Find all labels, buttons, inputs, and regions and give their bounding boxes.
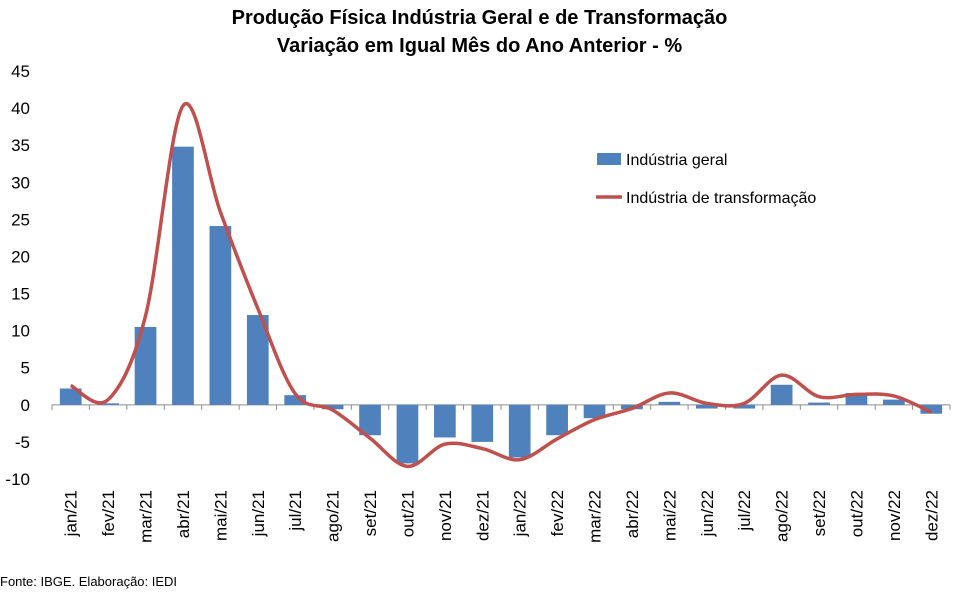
bar-industria-geral <box>172 146 194 405</box>
bar-industria-geral <box>396 404 419 464</box>
chart-title: Produção Física Indústria Geral e de Tra… <box>231 7 728 29</box>
x-tick-label: mar/21 <box>137 490 156 543</box>
x-tick-label: ago/21 <box>324 490 343 542</box>
y-tick-label: 10 <box>11 322 30 341</box>
bar-industria-geral <box>658 401 681 405</box>
x-tick-label: mai/22 <box>660 490 679 541</box>
bar-industria-geral <box>59 388 82 405</box>
x-tick-label: jul/21 <box>286 490 305 532</box>
x-tick-label: abr/22 <box>623 490 642 538</box>
legend-swatch-industria-geral <box>597 153 621 165</box>
bar-industria-geral <box>321 404 344 410</box>
bar-industria-geral <box>920 404 943 414</box>
y-tick-label: 25 <box>11 210 30 229</box>
bar-industria-geral <box>434 404 456 438</box>
bar-industria-geral <box>97 403 119 405</box>
y-tick-label: 35 <box>11 136 30 155</box>
x-tick-label: nov/22 <box>885 490 904 541</box>
bar-industria-geral <box>359 404 381 436</box>
x-tick-label: ago/22 <box>773 490 792 542</box>
x-tick-label: set/22 <box>810 490 829 536</box>
y-tick-label: 0 <box>21 396 30 415</box>
y-tick-label: 20 <box>11 247 30 266</box>
x-tick-label: fev/21 <box>99 490 118 536</box>
legend-label-industria-geral: Indústria geral <box>626 152 727 169</box>
x-tick-label: fev/22 <box>548 490 567 536</box>
y-tick-label: 45 <box>11 62 30 81</box>
bar-industria-geral <box>583 404 606 419</box>
x-tick-label: jan/22 <box>511 490 530 537</box>
x-tick-label: set/21 <box>361 490 380 536</box>
x-tick-label: out/21 <box>398 490 417 537</box>
x-tick-label: dez/22 <box>922 490 941 541</box>
bar-industria-geral <box>808 402 830 405</box>
bar-industria-geral <box>546 404 568 436</box>
x-tick-label: mai/21 <box>211 490 230 541</box>
x-tick-label: mar/22 <box>586 490 605 543</box>
bar-industria-geral <box>845 392 868 405</box>
x-tick-label: out/22 <box>847 490 866 537</box>
bar-industria-geral <box>471 404 494 442</box>
x-tick-label: jun/21 <box>249 490 268 537</box>
y-tick-label: -5 <box>15 433 30 452</box>
source-note: Fonte: IBGE. Elaboração: IEDI <box>0 574 178 589</box>
chart-subtitle: Variação em Igual Mês do Ano Anterior - … <box>276 35 683 57</box>
line-industria-transformacao <box>69 101 933 469</box>
x-tick-label: jul/22 <box>735 490 754 532</box>
y-tick-label: 40 <box>11 99 30 118</box>
bar-industria-geral <box>209 226 232 405</box>
bar-industria-geral <box>770 384 793 405</box>
x-tick-label: nov/21 <box>436 490 455 541</box>
y-tick-label: 5 <box>21 359 30 378</box>
bar-industria-geral <box>284 395 307 405</box>
bar-industria-geral <box>134 326 157 405</box>
x-tick-label: jun/22 <box>698 490 717 537</box>
x-tick-label: jan/21 <box>62 490 81 537</box>
y-tick-label: 15 <box>11 285 30 304</box>
x-tick-label: dez/21 <box>473 490 492 541</box>
legend-label-industria-transformacao: Indústria de transformação <box>626 190 816 207</box>
x-tick-label: abr/21 <box>174 490 193 538</box>
bar-industria-geral <box>246 315 269 405</box>
y-tick-label: -10 <box>5 470 30 489</box>
bar-industria-geral <box>695 404 718 409</box>
bar-industria-geral <box>508 404 531 458</box>
bar-industria-geral <box>883 399 905 405</box>
y-tick-label: 30 <box>11 173 30 192</box>
bar-industria-geral <box>733 404 756 409</box>
